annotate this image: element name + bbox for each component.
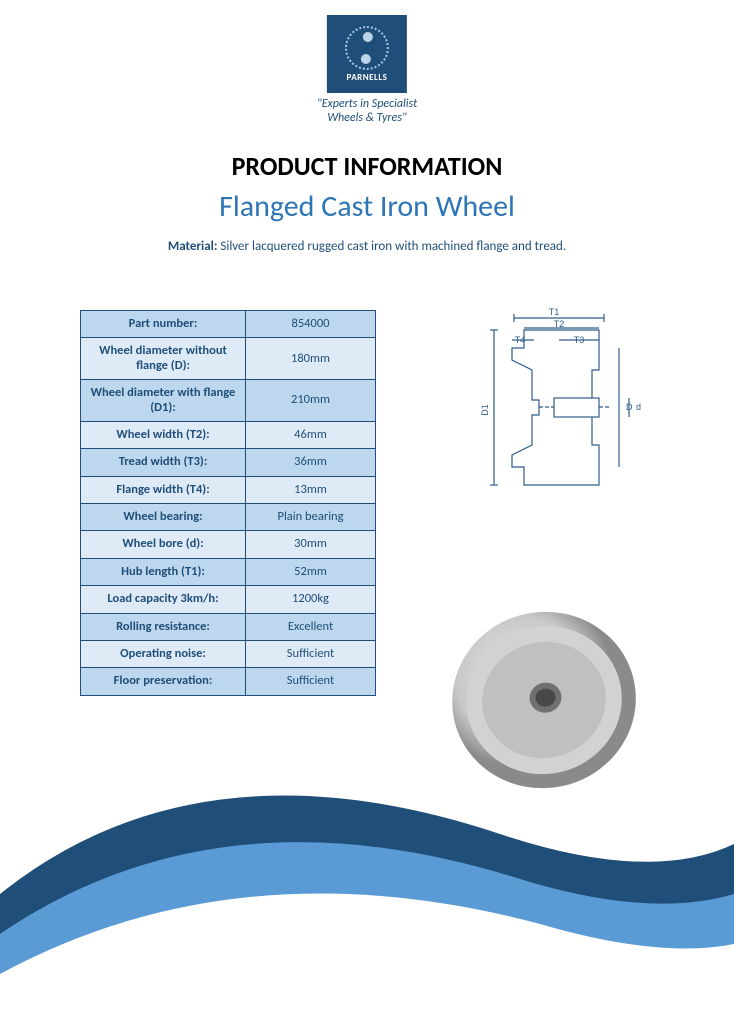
brand-tagline: "Experts in Specialist Wheels & Tyres" — [317, 97, 417, 126]
table-row: Wheel bearing:Plain bearing — [81, 504, 376, 531]
dim-label-t2: T2 — [554, 319, 565, 329]
technical-drawing: T1 T2 T4 T3 D1 D d — [464, 300, 654, 540]
table-row: Part number:854000 — [81, 311, 376, 338]
page-title: PRODUCT INFORMATION — [0, 150, 734, 182]
spec-value: 52mm — [246, 558, 376, 585]
material-line: Material: Silver lacquered rugged cast i… — [0, 239, 734, 254]
brand-header: PARNELLS "Experts in Specialist Wheels &… — [317, 15, 417, 126]
dim-label-t4: T4 — [515, 335, 526, 345]
brand-logo: PARNELLS — [327, 15, 407, 93]
spec-value: 13mm — [246, 476, 376, 503]
spec-label: Wheel width (T2): — [81, 421, 246, 448]
spec-value: Sufficient — [246, 668, 376, 695]
tagline-line-1: "Experts in Specialist — [317, 97, 417, 111]
table-row: Tread width (T3):36mm — [81, 449, 376, 476]
spec-label: Part number: — [81, 311, 246, 338]
spec-value: 46mm — [246, 421, 376, 448]
spec-table: Part number:854000Wheel diameter without… — [80, 310, 376, 696]
spec-label: Rolling resistance: — [81, 613, 246, 640]
spec-value: Excellent — [246, 613, 376, 640]
product-render — [444, 600, 644, 800]
table-row: Wheel bore (d):30mm — [81, 531, 376, 558]
spec-value: 1200kg — [246, 586, 376, 613]
material-value: Silver lacquered rugged cast iron with m… — [220, 239, 566, 254]
spec-label: Wheel bore (d): — [81, 531, 246, 558]
dim-label-d1: D1 — [480, 404, 490, 416]
spec-value: 36mm — [246, 449, 376, 476]
material-label: Material: — [168, 239, 218, 254]
spec-label: Tread width (T3): — [81, 449, 246, 476]
dim-label-d-upper: D — [626, 402, 633, 412]
table-row: Rolling resistance:Excellent — [81, 613, 376, 640]
table-row: Wheel diameter with flange (D1):210mm — [81, 380, 376, 422]
spec-value: 210mm — [246, 380, 376, 422]
spec-label: Wheel diameter without flange (D): — [81, 338, 246, 380]
footer-swoosh — [0, 764, 734, 1024]
dim-label-d-lower: d — [636, 402, 641, 412]
spec-value: 30mm — [246, 531, 376, 558]
spec-value: Plain bearing — [246, 504, 376, 531]
spec-label: Wheel diameter with flange (D1): — [81, 380, 246, 422]
spec-label: Operating noise: — [81, 640, 246, 667]
table-row: Floor preservation:Sufficient — [81, 668, 376, 695]
heading-block: PRODUCT INFORMATION Flanged Cast Iron Wh… — [0, 150, 734, 254]
table-row: Hub length (T1):52mm — [81, 558, 376, 585]
brand-name: PARNELLS — [347, 72, 388, 83]
spec-value: Sufficient — [246, 640, 376, 667]
table-row: Flange width (T4):13mm — [81, 476, 376, 503]
product-name: Flanged Cast Iron Wheel — [0, 188, 734, 225]
spec-label: Hub length (T1): — [81, 558, 246, 585]
spec-value: 854000 — [246, 311, 376, 338]
spec-label: Load capacity 3km/h: — [81, 586, 246, 613]
logo-ring-icon — [345, 26, 389, 70]
spec-label: Floor preservation: — [81, 668, 246, 695]
tagline-line-2: Wheels & Tyres" — [317, 111, 417, 125]
spec-label: Wheel bearing: — [81, 504, 246, 531]
table-row: Operating noise:Sufficient — [81, 640, 376, 667]
table-row: Wheel diameter without flange (D):180mm — [81, 338, 376, 380]
spec-value: 180mm — [246, 338, 376, 380]
table-row: Wheel width (T2):46mm — [81, 421, 376, 448]
table-row: Load capacity 3km/h:1200kg — [81, 586, 376, 613]
dim-label-t1: T1 — [549, 307, 560, 317]
dim-label-t3: T3 — [574, 335, 585, 345]
spec-label: Flange width (T4): — [81, 476, 246, 503]
